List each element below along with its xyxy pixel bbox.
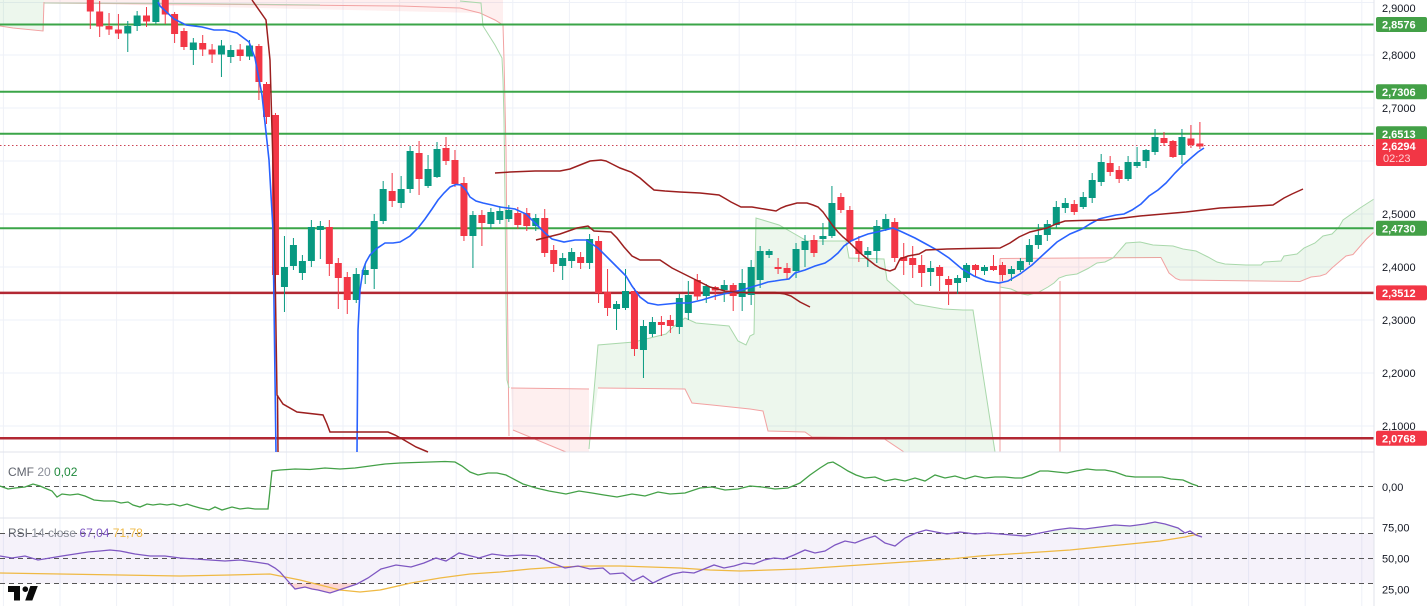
svg-text:2,4730: 2,4730 bbox=[1382, 223, 1416, 235]
svg-text:RSI 14 close 67,04 71,78: RSI 14 close 67,04 71,78 bbox=[8, 526, 143, 540]
svg-text:2,8000: 2,8000 bbox=[1382, 50, 1416, 62]
svg-text:2,2000: 2,2000 bbox=[1382, 368, 1416, 380]
svg-text:2,5000: 2,5000 bbox=[1382, 209, 1416, 221]
svg-text:2,1000: 2,1000 bbox=[1382, 421, 1416, 433]
svg-text:2,3512: 2,3512 bbox=[1382, 288, 1416, 300]
svg-text:25,00: 25,00 bbox=[1382, 585, 1410, 597]
svg-text:2,4000: 2,4000 bbox=[1382, 262, 1416, 274]
svg-text:50,00: 50,00 bbox=[1382, 554, 1410, 566]
svg-text:2,7306: 2,7306 bbox=[1382, 87, 1416, 99]
svg-text:2,0768: 2,0768 bbox=[1382, 433, 1416, 445]
svg-text:75,00: 75,00 bbox=[1382, 523, 1410, 535]
svg-text:02:23: 02:23 bbox=[1383, 153, 1411, 165]
svg-text:2,8576: 2,8576 bbox=[1382, 19, 1416, 31]
svg-text:2,3000: 2,3000 bbox=[1382, 315, 1416, 327]
svg-text:CMF 20 0,02: CMF 20 0,02 bbox=[8, 465, 78, 479]
svg-text:2,6513: 2,6513 bbox=[1382, 129, 1416, 141]
svg-text:2,9000: 2,9000 bbox=[1382, 3, 1416, 15]
svg-text:2,6294: 2,6294 bbox=[1382, 141, 1417, 153]
svg-text:0,00: 0,00 bbox=[1382, 482, 1403, 494]
svg-text:2,7000: 2,7000 bbox=[1382, 103, 1416, 115]
